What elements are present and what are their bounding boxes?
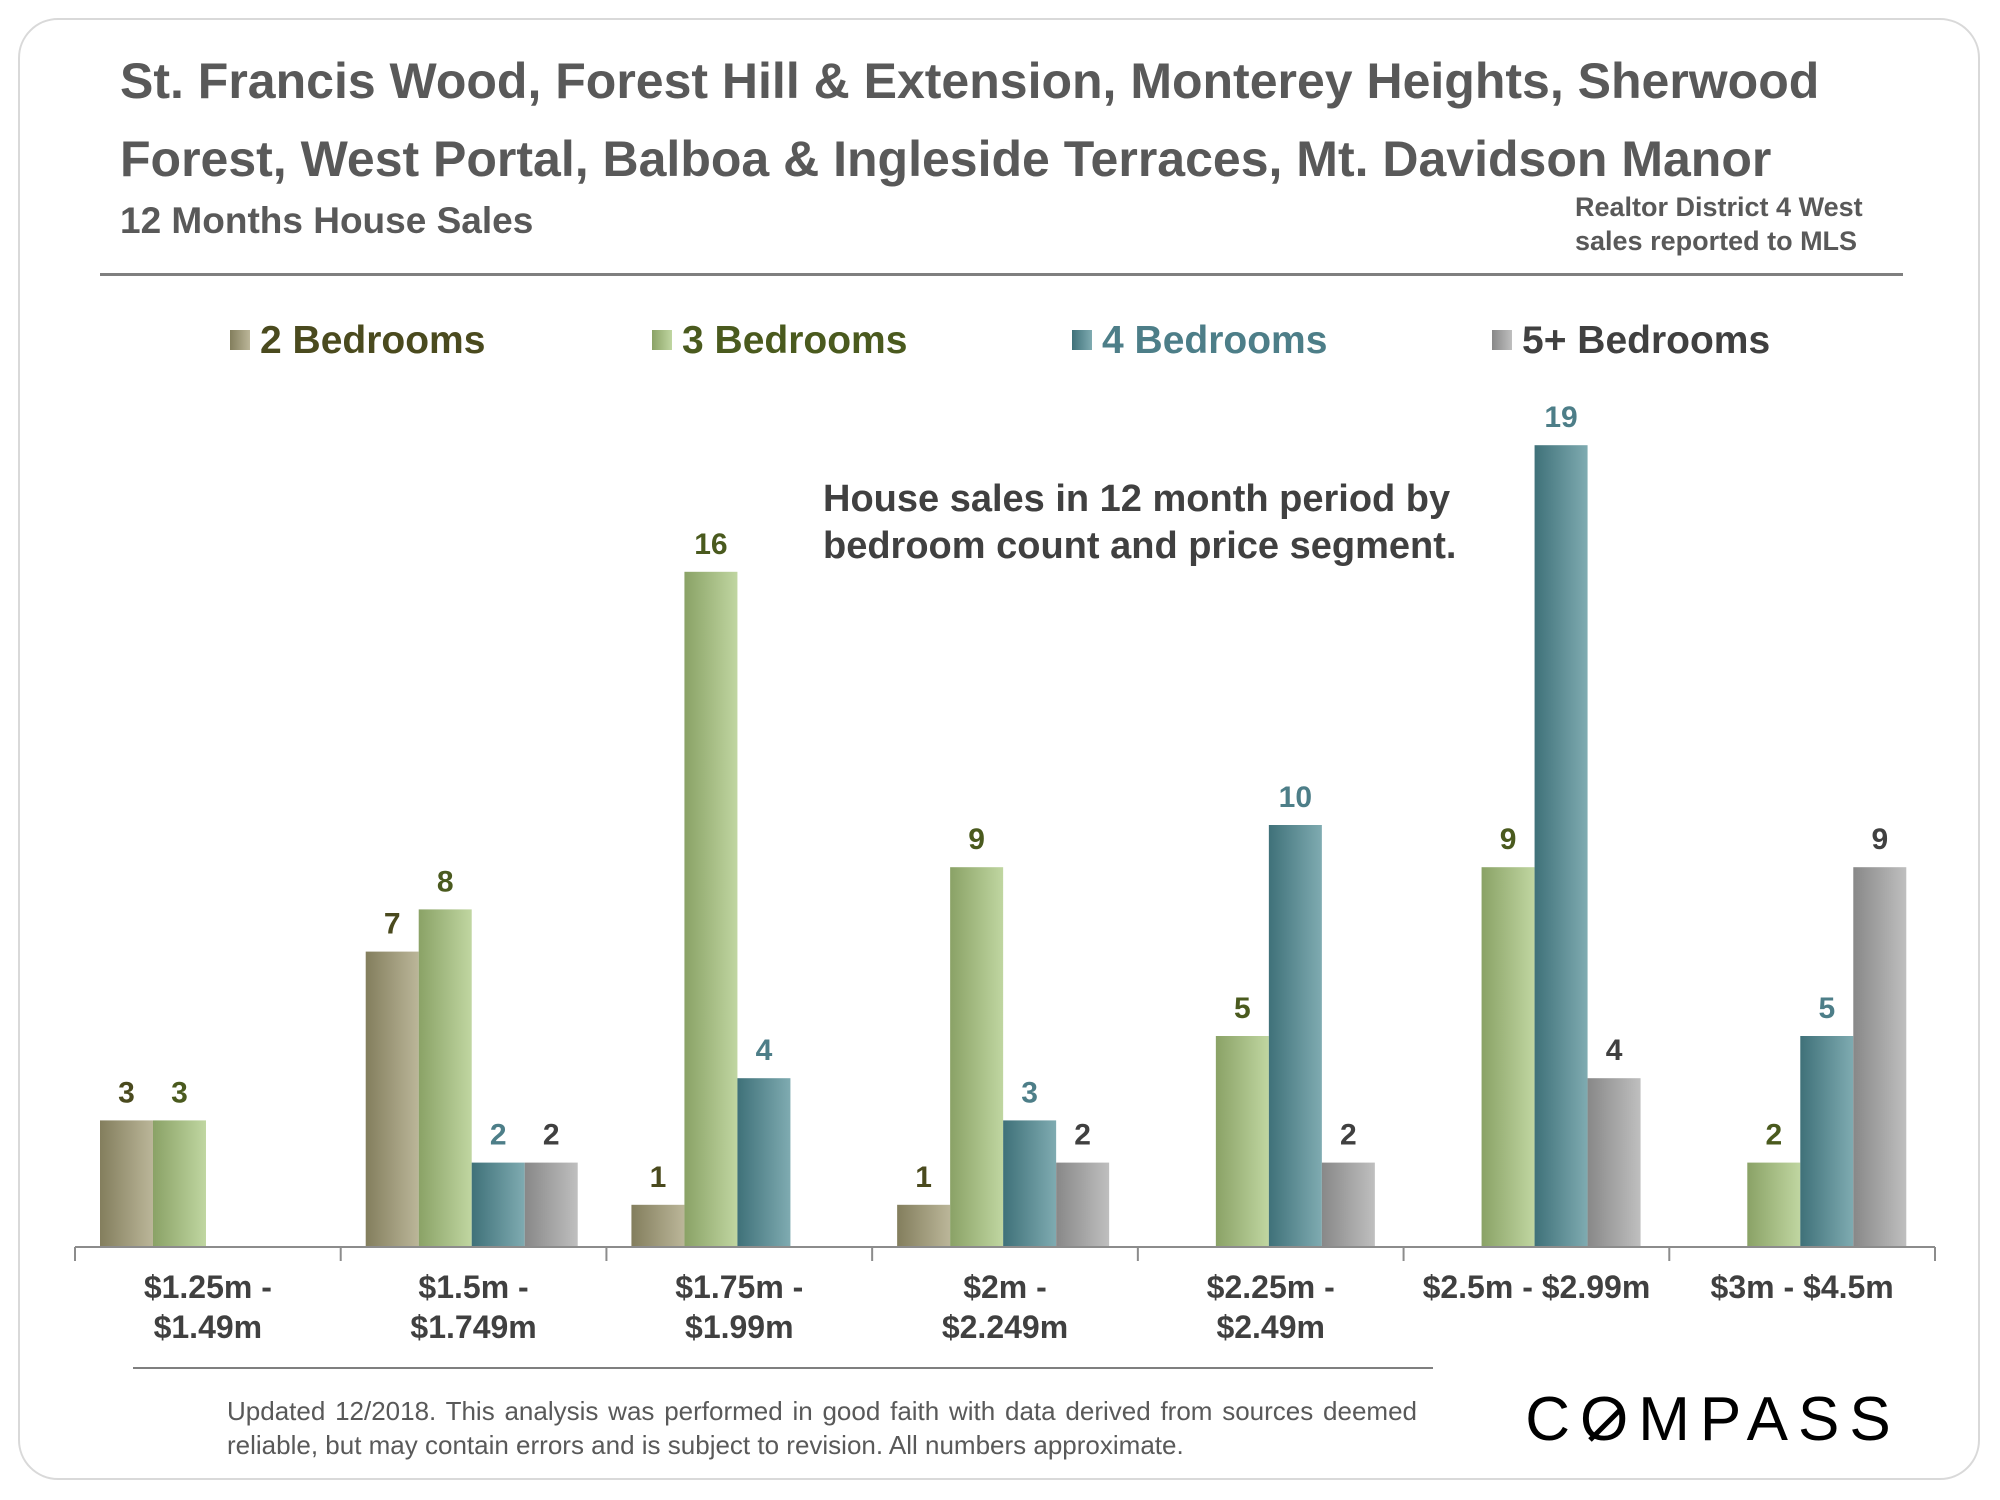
x-tick-label: $1.75m - [675,1269,803,1305]
bar-bed4 [471,1162,525,1247]
x-axis: $1.25m - $1.49m $1.5m - $1.749m $1.75m - $1.9… [74,1246,1936,1345]
data-label: 9 [968,823,985,856]
x-tick-label: $1.5m - [418,1269,528,1305]
chart-subtitle: 12 Months House Sales [120,200,534,241]
data-label: 4 [756,1034,773,1067]
legend-label: 4 Bedrooms [1102,319,1327,362]
x-tick-label: $2m - [963,1269,1047,1305]
data-label: 2 [490,1119,507,1152]
legend-label: 3 Bedrooms [682,319,907,362]
bar-bed5 [1321,1162,1375,1247]
legend-swatch [1492,330,1512,350]
source-line-1: Realtor District 4 West [1575,192,1863,222]
page-frame [18,18,1980,1480]
x-tick-label: $1.749m [410,1309,536,1345]
data-label: 2 [1765,1119,1782,1152]
bar-bed3 [950,867,1004,1247]
data-label: 4 [1606,1034,1623,1067]
data-label: 3 [1021,1076,1038,1109]
bar-bed5 [1587,1078,1641,1247]
svg-text:COMPASS: COMPASS [1528,1385,1898,1454]
bar-bed3 [1481,867,1535,1247]
x-tick-label: $2.249m [942,1309,1068,1345]
bar-bed3 [153,1120,206,1247]
x-tick-label: $2.49m [1216,1309,1325,1345]
bar-bed5 [1853,867,1907,1247]
bar-bed4 [737,1078,791,1247]
data-label: 2 [543,1119,560,1152]
bar-bed3 [684,571,738,1247]
bar-bed4 [1003,1120,1057,1247]
bar-bed4 [1534,445,1588,1247]
data-label: 1 [650,1161,667,1194]
data-label: 7 [384,908,401,941]
annotation-line-1: House sales in 12 month period by [823,478,1451,520]
bar-bed2 [365,951,419,1247]
data-label: 8 [437,865,454,898]
x-tick-label: $1.49m [154,1309,263,1345]
bar-bed4 [1800,1036,1854,1247]
x-tick-label: $2.5m - $2.99m [1423,1269,1651,1305]
legend-swatch [652,330,672,350]
bar-bed5 [524,1162,578,1247]
compass-logo: COMPASS [1528,1385,1898,1454]
header-divider [100,273,1903,276]
x-tick-label: $1.25m - [144,1269,272,1305]
data-label: 3 [171,1076,188,1109]
legend-label: 2 Bedrooms [260,319,485,362]
bar-bed2 [100,1120,153,1247]
data-label: 1 [915,1161,932,1194]
footnote: Updated 12/2018. This analysis was perfo… [227,1396,1417,1460]
bar-bed3 [1747,1162,1801,1247]
chart-title: St. Francis Wood, Forest Hill & Extensio… [120,53,1820,187]
data-label: 9 [1500,823,1517,856]
x-tick-label: $3m - $4.5m [1711,1269,1894,1305]
bar-bed3 [418,909,472,1247]
data-label: 9 [1871,823,1888,856]
chart-legend: 2 Bedrooms 3 Bedrooms 4 Bedrooms 5+ Bedroom… [230,319,1770,362]
data-label: 3 [118,1076,135,1109]
data-label: 5 [1818,992,1835,1025]
data-label: 5 [1234,992,1251,1025]
bar-bed2 [897,1204,951,1247]
bar-bed3 [1215,1036,1269,1247]
source-line-2: sales reported to MLS [1575,226,1858,256]
legend-swatch [1072,330,1092,350]
annotation-line-2: bedroom count and price segment. [823,525,1457,567]
data-label: 10 [1279,781,1312,814]
chart-annotation: House sales in 12 month period by bedroo… [823,476,1523,570]
legend-label: 5+ Bedrooms [1522,319,1770,362]
legend-swatch [230,330,250,350]
data-label: 2 [1074,1119,1091,1152]
data-label: 2 [1340,1119,1357,1152]
data-label: 16 [694,528,727,561]
x-tick-label: $2.25m - [1207,1269,1335,1305]
x-tick-label: $1.99m [685,1309,794,1345]
source-note: Realtor District 4 West sales reported t… [1575,190,1905,258]
footer-divider [133,1367,1433,1369]
data-label: 19 [1544,401,1577,434]
bar-bed4 [1268,825,1322,1247]
bar-bed5 [1056,1162,1110,1247]
bar-bed2 [631,1204,685,1247]
